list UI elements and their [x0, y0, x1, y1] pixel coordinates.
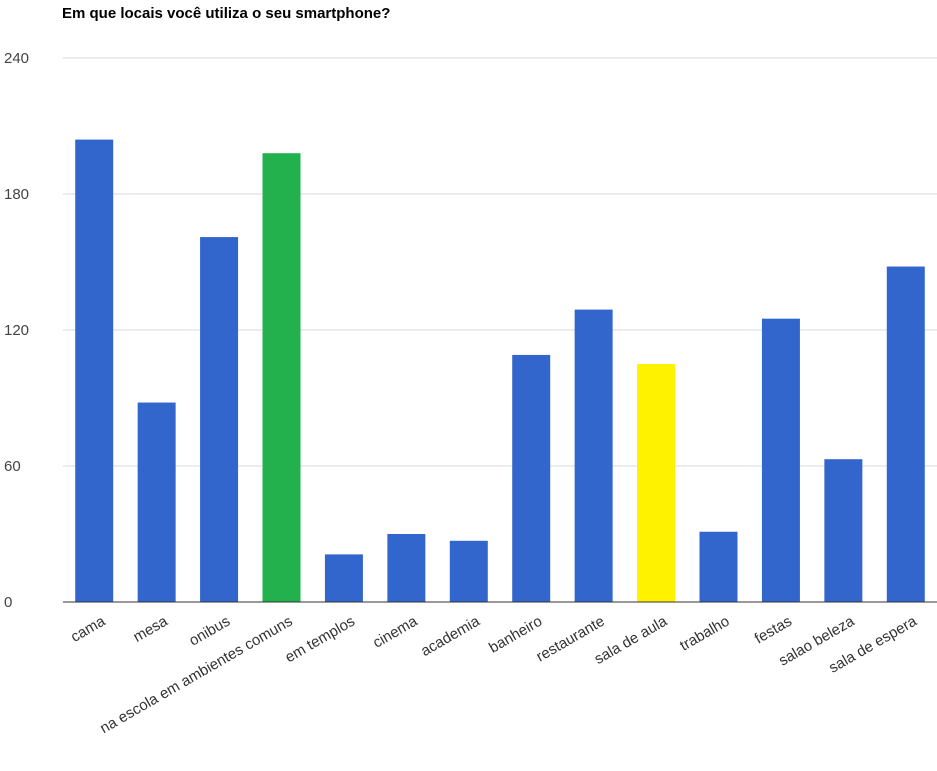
y-tick-label: 180 — [4, 186, 29, 203]
bar-12 — [824, 459, 863, 602]
y-tick-label: 0 — [4, 594, 12, 611]
bar-4 — [324, 554, 363, 602]
bar-5 — [387, 534, 426, 602]
y-tick-label: 240 — [4, 50, 29, 67]
x-category-label: cinema — [370, 612, 421, 651]
y-tick-label: 60 — [4, 458, 21, 475]
x-category-label: trabalho — [677, 613, 732, 655]
bar-1 — [137, 402, 176, 602]
bar-11 — [761, 318, 800, 602]
bars — [75, 139, 925, 603]
bar-7 — [512, 354, 551, 602]
x-category-label: festas — [752, 613, 795, 648]
gridlines — [63, 57, 937, 467]
y-axis-ticks: 0 60 120 180 240 — [4, 50, 29, 611]
bar-0 — [75, 139, 114, 602]
bar-2 — [200, 237, 239, 603]
bar-10 — [699, 531, 738, 602]
bar-8 — [574, 309, 613, 602]
bar-6 — [449, 540, 488, 602]
x-category-label: em templos — [282, 613, 358, 666]
bar-9 — [637, 364, 676, 602]
x-category-label: mesa — [130, 612, 171, 645]
x-category-label: academia — [418, 612, 483, 660]
x-category-label: cama — [68, 612, 109, 645]
bar-3 — [262, 153, 301, 602]
chart-title: Em que locais você utiliza o seu smartph… — [62, 5, 391, 22]
bar-13 — [886, 266, 925, 602]
y-tick-label: 120 — [4, 322, 29, 339]
x-category-label: onibus — [186, 613, 233, 650]
